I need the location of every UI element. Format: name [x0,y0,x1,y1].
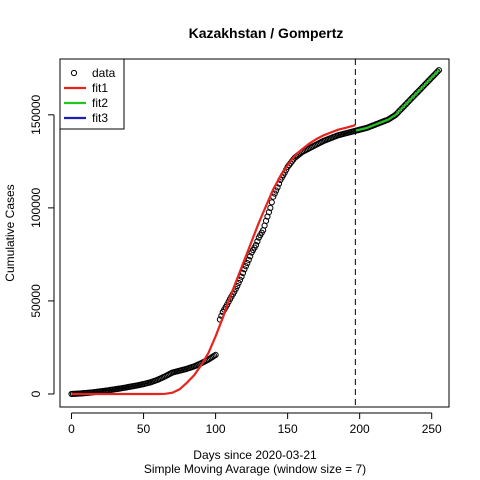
series-layer [68,67,443,398]
data-point [211,352,218,359]
data-point [268,199,275,206]
y-tick-label: 100000 [29,188,43,228]
data-point [247,253,254,260]
y-axis-label: Cumulative Cases [3,184,17,281]
legend-label-data: data [92,66,116,80]
x-tick-label: 50 [137,422,151,436]
data-point [434,68,441,75]
series-fit2-line [355,69,440,132]
legend-marker-data [70,69,78,77]
data-point [252,241,260,249]
legend-label-fit2: fit2 [92,96,108,110]
data-point [212,351,219,358]
y-tick-label: 150000 [29,94,43,134]
data-point [267,204,274,211]
chart-subtitle: Simple Moving Avarage (window size = 7) [144,462,366,476]
plot-box [59,58,450,408]
chart-title: Kazakhstan / Gompertz [189,25,344,41]
x-tick-label: 250 [422,422,442,436]
data-point [435,67,443,74]
series-fit1-line [71,124,356,396]
x-tick-label: 0 [68,422,75,436]
y-tick-label: 0 [29,390,43,397]
legend-label-fit1: fit1 [92,81,108,95]
data-point [254,238,261,245]
data-point [245,256,252,264]
y-axis: 0 50000 100000 150000 [29,94,55,397]
y-tick-label: 50000 [29,284,43,318]
data-point [242,263,249,270]
x-axis-label: Days since 2020-03-21 [193,448,317,462]
data-point [244,259,251,267]
x-axis: 0 50 100 150 200 250 [68,412,442,436]
legend-label-fit3: fit3 [92,111,108,125]
x-tick-label: 100 [206,422,226,436]
x-tick-label: 200 [350,422,370,436]
x-tick-label: 150 [278,422,298,436]
